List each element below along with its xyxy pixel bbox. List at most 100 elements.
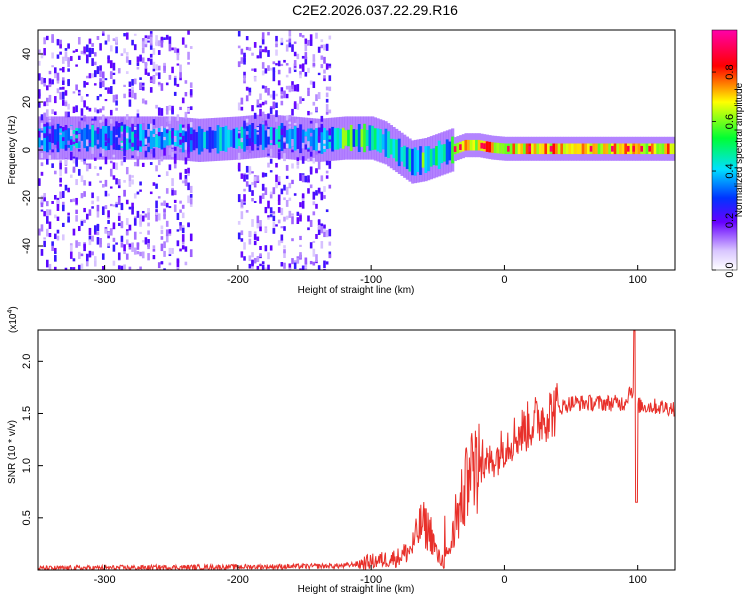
spectrogram-noise-cell bbox=[72, 50, 76, 53]
spectrogram-noise-cell bbox=[147, 57, 150, 62]
spectrogram-noise-cell bbox=[61, 234, 65, 241]
spectrogram-noise-cell bbox=[304, 43, 308, 52]
spectrogram-noise-cell bbox=[240, 137, 244, 143]
spectrogram-noise-cell bbox=[253, 200, 257, 203]
spectrogram-noise-cell bbox=[272, 213, 276, 219]
spectrogram-noise-cell bbox=[184, 142, 188, 150]
spectrogram-noise-cell bbox=[51, 35, 54, 43]
spectrogram-noise-cell bbox=[181, 135, 185, 143]
spectrogram-noise-cell bbox=[85, 139, 89, 147]
spectrogram-noise-cell bbox=[61, 191, 65, 199]
spectrogram-noise-cell bbox=[291, 44, 294, 52]
spectrogram-noise-cell bbox=[163, 214, 166, 220]
x-tick-label: -100 bbox=[360, 274, 382, 286]
spectrogram-noise-cell bbox=[168, 247, 172, 255]
spectrogram-noise-cell bbox=[187, 51, 190, 60]
spectrogram-noise-cell bbox=[147, 242, 150, 250]
spectrogram-noise-cell bbox=[179, 71, 182, 79]
spectrogram-noise-cell bbox=[163, 250, 166, 257]
spectrogram-ridge-cell bbox=[541, 143, 545, 155]
spectrogram-noise-cell bbox=[280, 207, 284, 216]
spectrogram-noise-cell bbox=[147, 72, 150, 76]
spectrogram-noise-cell bbox=[173, 91, 177, 96]
spectrogram-ridge-cell bbox=[661, 143, 665, 155]
spectrogram-noise-cell bbox=[304, 175, 308, 183]
spectrogram-ridge-cell bbox=[133, 125, 138, 151]
spectrogram-noise-cell bbox=[309, 132, 313, 137]
spectrogram-noise-cell bbox=[85, 164, 89, 172]
spectrogram-noise-cell bbox=[307, 90, 310, 97]
spectrogram-noise-cell bbox=[240, 48, 244, 55]
spectrogram-noise-cell bbox=[83, 116, 86, 122]
spectrogram-noise-cell bbox=[125, 199, 129, 205]
spectrogram-noise-cell bbox=[256, 221, 260, 229]
spectrogram-noise-cell bbox=[187, 195, 190, 204]
spectrogram-noise-cell bbox=[91, 58, 94, 66]
spectrogram-noise-cell bbox=[315, 254, 318, 262]
spectrogram-noise-cell bbox=[168, 164, 172, 171]
spectrogram-ridge-cell bbox=[667, 143, 671, 155]
spectrogram-noise-cell bbox=[48, 133, 52, 138]
spectrogram-noise-cell bbox=[240, 106, 244, 111]
spectrogram-noise-cell bbox=[171, 188, 174, 196]
spectrogram-ridge-cell bbox=[235, 127, 239, 149]
spectrogram-noise-cell bbox=[173, 204, 177, 212]
spectrogram-noise-cell bbox=[112, 244, 116, 252]
spectrogram-noise-cell bbox=[323, 195, 326, 199]
spectrogram-noise-cell bbox=[85, 44, 89, 53]
colorbar-tick-label: 0.2 bbox=[724, 213, 736, 228]
spectrogram-ridge-cell bbox=[605, 143, 609, 155]
spectrogram-noise-cell bbox=[53, 214, 57, 219]
spectrogram-noise-cell bbox=[320, 226, 324, 234]
spectrogram-noise-cell bbox=[253, 76, 257, 82]
spectrogram-noise-cell bbox=[320, 115, 324, 119]
spectrogram-noise-cell bbox=[107, 210, 110, 218]
spectrogram-noise-cell bbox=[269, 207, 273, 214]
spectrogram-noise-cell bbox=[115, 42, 118, 46]
spectrogram-noise-cell bbox=[64, 167, 68, 174]
spectrogram-noise-cell bbox=[171, 66, 174, 74]
spectrogram-noise-cell bbox=[43, 77, 46, 83]
spectrogram-noise-cell bbox=[301, 156, 305, 164]
spectrogram-noise-cell bbox=[120, 117, 124, 123]
spectrogram-noise-cell bbox=[304, 56, 308, 65]
spectrogram-noise-cell bbox=[59, 44, 62, 49]
spectrogram-noise-cell bbox=[51, 118, 54, 126]
spectrogram-noise-cell bbox=[141, 251, 145, 259]
spectrogram-noise-cell bbox=[115, 242, 118, 245]
spectrogram-noise-cell bbox=[304, 52, 308, 60]
spectrogram-noise-cell bbox=[147, 35, 150, 40]
spectrogram-noise-cell bbox=[157, 50, 161, 55]
spectrogram-noise-cell bbox=[288, 85, 292, 93]
spectrogram-noise-cell bbox=[93, 61, 97, 66]
spectrogram-noise-cell bbox=[101, 206, 105, 214]
spectrogram-noise-cell bbox=[38, 178, 41, 186]
spectrogram-noise-cell bbox=[85, 54, 89, 61]
spectrogram-noise-cell bbox=[147, 253, 150, 261]
spectrogram-ridge-cell bbox=[192, 129, 196, 151]
spectrogram-noise-cell bbox=[245, 36, 249, 41]
spectrogram-noise-cell bbox=[123, 244, 126, 252]
spectrogram-noise-cell bbox=[53, 96, 57, 104]
spectrogram-noise-cell bbox=[288, 197, 292, 201]
spectrogram-ridge-cell bbox=[613, 143, 617, 155]
spectrogram-noise-cell bbox=[59, 132, 62, 135]
spectrogram-noise-cell bbox=[61, 80, 65, 86]
spectrogram-noise-cell bbox=[165, 118, 169, 122]
spectrogram-noise-cell bbox=[312, 248, 316, 257]
spectrogram-ridge-cell bbox=[88, 129, 92, 147]
spectrogram-noise-cell bbox=[125, 218, 129, 226]
spectrogram-peak-cell bbox=[632, 145, 636, 152]
spectrogram-noise-cell bbox=[144, 237, 148, 245]
spectrogram-noise-cell bbox=[85, 106, 89, 110]
spectrogram-noise-cell bbox=[291, 258, 294, 265]
spectrogram-noise-cell bbox=[160, 83, 164, 91]
spectrogram-noise-cell bbox=[67, 140, 70, 145]
spectrogram-noise-cell bbox=[48, 83, 52, 88]
spectrogram-noise-cell bbox=[117, 123, 121, 128]
spectrogram-peak-cell bbox=[648, 145, 652, 152]
spectrogram-noise-cell bbox=[309, 151, 313, 157]
spectrogram-ridge-cell bbox=[445, 139, 449, 165]
spectrogram-noise-cell bbox=[173, 153, 177, 158]
spectrogram-noise-cell bbox=[139, 266, 142, 270]
